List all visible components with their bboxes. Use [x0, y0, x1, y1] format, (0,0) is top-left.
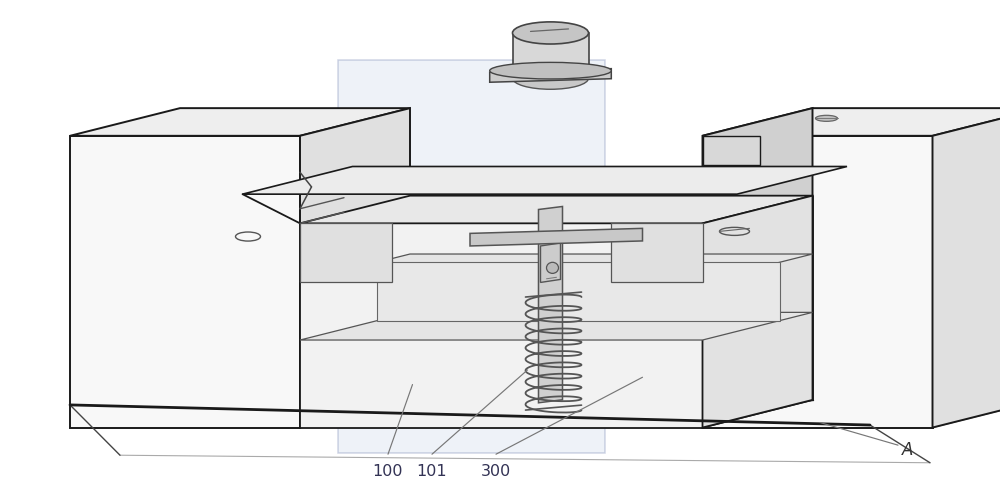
- Text: 100: 100: [373, 464, 403, 479]
- Polygon shape: [300, 223, 392, 282]
- Text: A: A: [902, 441, 914, 459]
- Ellipse shape: [816, 115, 838, 121]
- Polygon shape: [538, 207, 562, 403]
- Polygon shape: [703, 136, 933, 428]
- Polygon shape: [703, 196, 812, 428]
- Ellipse shape: [512, 67, 588, 90]
- Polygon shape: [540, 243, 560, 283]
- Polygon shape: [300, 196, 812, 223]
- FancyBboxPatch shape: [338, 60, 605, 453]
- Polygon shape: [70, 108, 410, 136]
- Polygon shape: [490, 69, 611, 82]
- Polygon shape: [610, 223, 703, 282]
- Ellipse shape: [512, 22, 588, 44]
- Text: 101: 101: [417, 464, 447, 479]
- Polygon shape: [703, 136, 760, 165]
- Polygon shape: [300, 108, 410, 428]
- Ellipse shape: [546, 263, 558, 274]
- Polygon shape: [300, 223, 703, 428]
- Polygon shape: [300, 254, 812, 282]
- Polygon shape: [470, 228, 643, 246]
- Polygon shape: [512, 33, 588, 78]
- Polygon shape: [300, 312, 812, 340]
- Text: 300: 300: [481, 464, 511, 479]
- Polygon shape: [933, 108, 1000, 428]
- Ellipse shape: [490, 62, 611, 79]
- Polygon shape: [377, 263, 780, 321]
- Polygon shape: [703, 108, 1000, 136]
- Polygon shape: [243, 166, 847, 194]
- Polygon shape: [70, 136, 300, 428]
- Polygon shape: [703, 108, 812, 428]
- Polygon shape: [70, 331, 1000, 428]
